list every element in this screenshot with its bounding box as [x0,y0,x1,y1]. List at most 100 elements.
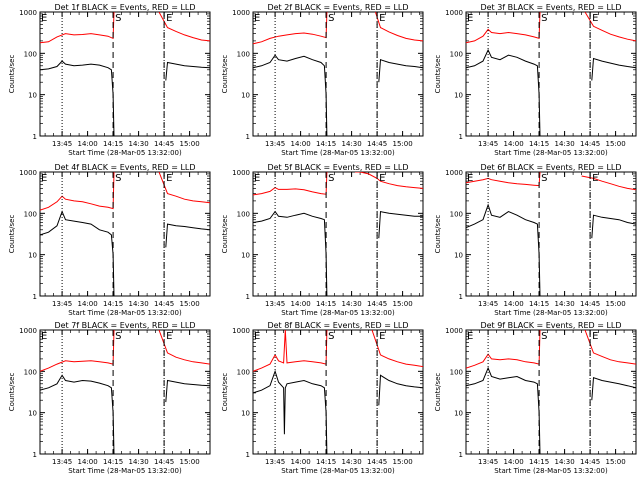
x-tick-label: 14:45 [154,300,174,308]
x-tick-label: 14:00 [291,140,311,148]
black-events-series [378,59,423,83]
y-tick-label: 1 [246,133,250,141]
black-events-series [253,210,328,296]
y-axis-label: Counts/sec [8,55,16,94]
chart-title: Det 4f BLACK = Events, RED = LLD [54,163,195,172]
event-marker-label: S [115,173,121,184]
x-tick-label: 14:15 [103,300,123,308]
x-tick-label: 15:00 [180,458,200,466]
y-tick-label: 100 [450,368,463,376]
chart-title: Det 6f BLACK = Events, RED = LLD [480,163,621,172]
x-axis-label: Start Time (28-Mar-05 13:32:00) [281,467,395,475]
plot-frame [465,11,637,137]
black-events-series [165,61,210,81]
y-axis-label: Counts/sec [221,55,229,94]
x-tick-label: 14:45 [154,140,174,148]
red-lld-series [355,172,423,189]
event-marker-label: E [254,173,260,184]
y-tick-label: 1 [33,451,37,459]
x-tick-label: 14:45 [367,300,387,308]
x-tick-label: 14:15 [103,140,123,148]
x-tick-label: 14:00 [78,300,98,308]
y-tick-label: 100 [24,50,37,58]
red-lld-series [584,12,636,42]
y-tick-label: 10 [454,252,463,260]
y-tick-label: 1000 [445,169,463,177]
black-events-series [165,223,210,248]
black-events-series [378,210,423,239]
red-lld-series [253,330,328,372]
y-tick-label: 10 [28,410,37,418]
y-axis-label: Counts/sec [221,373,229,412]
black-events-series [40,374,115,454]
chart-title: Det 7f BLACK = Events, RED = LLD [54,321,195,330]
x-tick-label: 15:00 [393,140,413,148]
event-marker-label: E [254,331,260,342]
chart-title: Det 9f BLACK = Events, RED = LLD [480,321,621,330]
event-marker-label: E [379,173,385,184]
red-lld-series [584,330,636,365]
black-events-series [253,54,328,136]
y-tick-label: 10 [454,410,463,418]
x-tick-label: 15:00 [393,300,413,308]
x-tick-label: 13:45 [478,140,498,148]
x-tick-label: 14:45 [367,458,387,466]
event-marker-label: E [41,13,47,24]
plot-frame [39,11,211,137]
y-tick-label: 1000 [19,9,37,17]
y-tick-label: 1 [459,133,463,141]
x-tick-label: 15:00 [606,458,626,466]
event-marker-label: S [328,13,334,24]
x-tick-label: 14:45 [367,140,387,148]
event-marker-label: S [328,331,334,342]
plot-frame [39,171,211,297]
x-axis-label: Start Time (28-Mar-05 13:32:00) [281,309,395,317]
event-marker-label: S [328,173,334,184]
x-tick-label: 14:30 [342,300,362,308]
black-events-series [253,369,328,454]
x-tick-label: 13:45 [52,300,72,308]
y-tick-label: 10 [454,92,463,100]
chart-title: Det 1f BLACK = Events, RED = LLD [54,3,195,12]
x-tick-label: 14:00 [504,140,524,148]
y-tick-label: 1000 [445,9,463,17]
x-tick-label: 15:00 [606,300,626,308]
x-tick-label: 14:00 [291,300,311,308]
chart-title: Det 2f BLACK = Events, RED = LLD [267,3,408,12]
x-tick-label: 15:00 [606,140,626,148]
event-marker-label: E [592,331,598,342]
chart-title: Det 8f BLACK = Events, RED = LLD [267,321,408,330]
x-tick-label: 14:15 [316,140,336,148]
red-lld-series [253,172,328,196]
x-tick-label: 14:45 [580,300,600,308]
black-events-series [40,210,115,296]
x-tick-label: 14:30 [555,140,575,148]
y-tick-label: 1 [33,293,37,301]
red-lld-series [466,172,541,187]
x-tick-label: 14:30 [129,458,149,466]
event-marker-label: E [41,173,47,184]
red-lld-series [466,12,541,44]
x-tick-label: 14:30 [555,458,575,466]
red-lld-series [40,172,115,211]
y-axis-label: Counts/sec [434,55,442,94]
x-tick-label: 14:00 [504,458,524,466]
red-lld-series [158,330,210,365]
event-marker-label: E [254,13,260,24]
x-axis-label: Start Time (28-Mar-05 13:32:00) [494,467,608,475]
y-tick-label: 10 [241,252,250,260]
y-tick-label: 1000 [445,327,463,335]
red-lld-series [581,175,636,191]
x-tick-label: 14:30 [555,300,575,308]
y-tick-label: 1 [459,451,463,459]
black-events-series [40,60,115,136]
y-tick-label: 10 [28,92,37,100]
black-events-series [591,57,636,81]
x-tick-label: 15:00 [180,140,200,148]
plot-frame [252,329,424,455]
event-marker-label: E [379,13,385,24]
x-tick-label: 13:45 [478,300,498,308]
x-tick-label: 14:15 [529,300,549,308]
event-marker-label: E [592,13,598,24]
